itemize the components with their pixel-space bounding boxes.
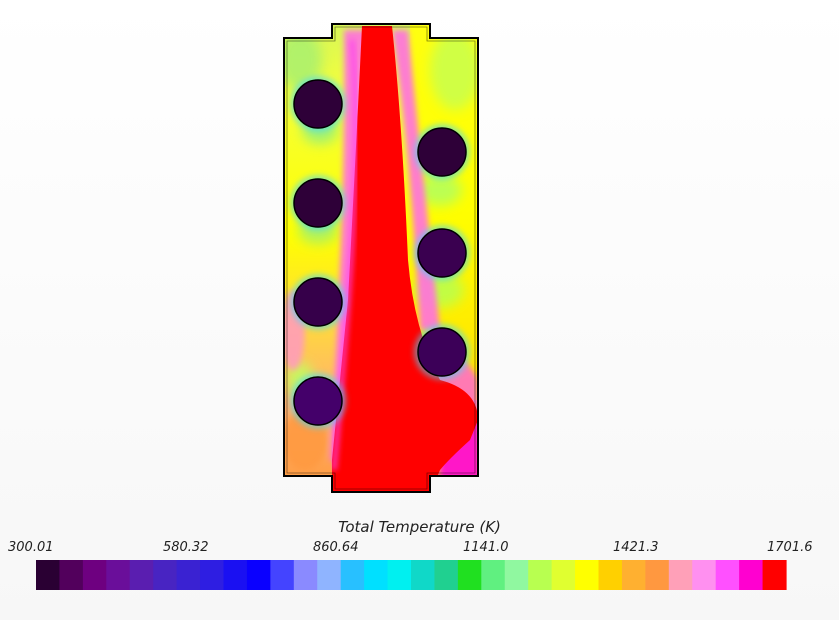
colorbar-swatch: [528, 560, 553, 590]
colorbar-swatch: [457, 560, 482, 590]
colorbar-swatch: [223, 560, 248, 590]
colorbar-swatch: [715, 560, 740, 590]
colorbar-swatch: [129, 560, 154, 590]
colorbar-swatch: [387, 560, 412, 590]
colorbar-tick-label: 300.01: [8, 540, 54, 555]
colorbar-tick-label: 1421.3: [613, 540, 659, 555]
colorbar-swatch: [82, 560, 107, 590]
colorbar-swatch: [246, 560, 271, 590]
colorbar-swatch: [36, 560, 61, 590]
colorbar-swatch: [645, 560, 670, 590]
colorbar-swatch: [668, 560, 693, 590]
colorbar-swatch: [153, 560, 178, 590]
tube: [293, 178, 343, 228]
colorbar-swatch: [598, 560, 623, 590]
colorbar-title: Total Temperature (K): [338, 518, 501, 536]
colorbar-tick-label: 580.32: [162, 540, 209, 555]
colorbar-tick-label: 1141.0: [463, 540, 509, 555]
domain-outline-inner: [286, 26, 476, 490]
colorbar-tick-label: 860.64: [312, 540, 359, 555]
colorbar-swatch: [411, 560, 436, 590]
colorbar-swatch: [434, 560, 459, 590]
colorbar-tick-label: 1701.6: [767, 540, 813, 555]
tubes: [293, 79, 467, 426]
colorbar-swatch: [270, 560, 295, 590]
tube: [417, 327, 467, 377]
tube: [417, 127, 467, 177]
colorbar-swatch: [762, 560, 787, 590]
colorbar-swatch: [621, 560, 646, 590]
colorbar-swatch: [200, 560, 225, 590]
colorbar-swatch: [293, 560, 318, 590]
colorbar-swatch: [575, 560, 600, 590]
colorbar: [36, 560, 787, 590]
colorbar-swatch: [106, 560, 131, 590]
tube: [417, 228, 467, 278]
colorbar-swatch: [481, 560, 506, 590]
hot-plume: [332, 26, 478, 492]
colorbar-swatch: [59, 560, 84, 590]
tube: [293, 376, 343, 426]
domain-outline: [283, 23, 479, 493]
colorbar-swatch: [739, 560, 764, 590]
colorbar-swatch: [692, 560, 717, 590]
colorbar-swatch: [176, 560, 201, 590]
colorbar-swatch: [551, 560, 576, 590]
tube: [293, 79, 343, 129]
colorbar-swatch: [317, 560, 342, 590]
colorbar-swatch: [340, 560, 365, 590]
tube: [293, 277, 343, 327]
colorbar-swatch: [364, 560, 389, 590]
colorbar-swatch: [504, 560, 529, 590]
